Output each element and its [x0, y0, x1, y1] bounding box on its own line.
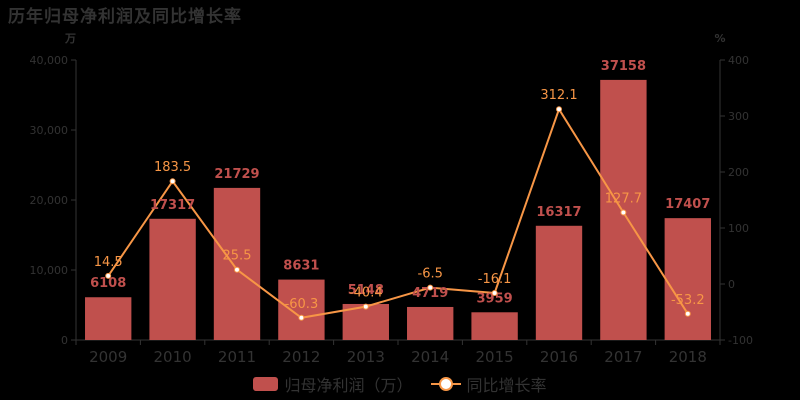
svg-text:183.5: 183.5: [154, 160, 191, 175]
svg-text:16317: 16317: [536, 205, 581, 220]
svg-text:5148: 5148: [348, 283, 384, 298]
legend-item-growth[interactable]: 同比增长率: [430, 372, 547, 396]
svg-text:30,000: 30,000: [30, 124, 69, 137]
bar-swatch-icon: [253, 377, 279, 391]
svg-text:25.5: 25.5: [223, 249, 252, 264]
svg-text:-6.5: -6.5: [418, 267, 443, 282]
legend-bar-label: 归母净利润（万）: [284, 376, 413, 395]
svg-text:2009: 2009: [89, 348, 127, 366]
svg-text:2015: 2015: [476, 348, 514, 366]
svg-text:20,000: 20,000: [30, 194, 69, 207]
svg-text:-40.4: -40.4: [349, 286, 383, 301]
svg-text:40,000: 40,000: [30, 54, 69, 67]
svg-text:100: 100: [728, 222, 749, 235]
svg-text:-60.3: -60.3: [285, 297, 319, 312]
svg-text:200: 200: [728, 166, 749, 179]
svg-text:%: %: [714, 32, 725, 45]
svg-text:2010: 2010: [154, 348, 192, 366]
svg-text:2017: 2017: [604, 348, 642, 366]
svg-text:-100: -100: [728, 334, 753, 347]
svg-text:14.5: 14.5: [94, 255, 123, 270]
svg-text:3959: 3959: [477, 291, 513, 306]
legend-line-label: 同比增长率: [466, 376, 547, 395]
svg-text:-16.1: -16.1: [478, 272, 512, 287]
svg-text:21729: 21729: [214, 167, 259, 182]
svg-text:0: 0: [728, 278, 735, 291]
svg-text:0: 0: [61, 334, 68, 347]
svg-text:2013: 2013: [347, 348, 385, 366]
svg-text:17317: 17317: [150, 198, 195, 213]
svg-text:2014: 2014: [411, 348, 449, 366]
svg-text:10,000: 10,000: [30, 264, 69, 277]
svg-text:37158: 37158: [601, 59, 646, 74]
line-marker-icon: [430, 377, 461, 391]
svg-text:-53.2: -53.2: [671, 293, 705, 308]
svg-text:127.7: 127.7: [605, 191, 642, 206]
legend: 归母净利润（万） 同比增长率: [0, 372, 800, 396]
svg-text:17407: 17407: [665, 197, 710, 212]
svg-text:4719: 4719: [412, 286, 448, 301]
legend-item-profit[interactable]: 归母净利润（万）: [253, 372, 413, 396]
svg-text:300: 300: [728, 110, 749, 123]
svg-text:8631: 8631: [283, 259, 319, 274]
svg-text:312.1: 312.1: [540, 88, 577, 103]
svg-text:万: 万: [64, 32, 76, 45]
svg-text:2011: 2011: [218, 348, 256, 366]
svg-text:400: 400: [728, 54, 749, 67]
svg-text:2018: 2018: [669, 348, 707, 366]
svg-text:2016: 2016: [540, 348, 578, 366]
chart-title: 历年归母净利润及同比增长率: [8, 7, 242, 27]
svg-text:2012: 2012: [282, 348, 320, 366]
svg-text:6108: 6108: [90, 276, 126, 291]
